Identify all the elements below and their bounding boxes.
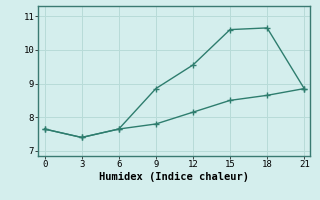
X-axis label: Humidex (Indice chaleur): Humidex (Indice chaleur) bbox=[100, 172, 249, 182]
